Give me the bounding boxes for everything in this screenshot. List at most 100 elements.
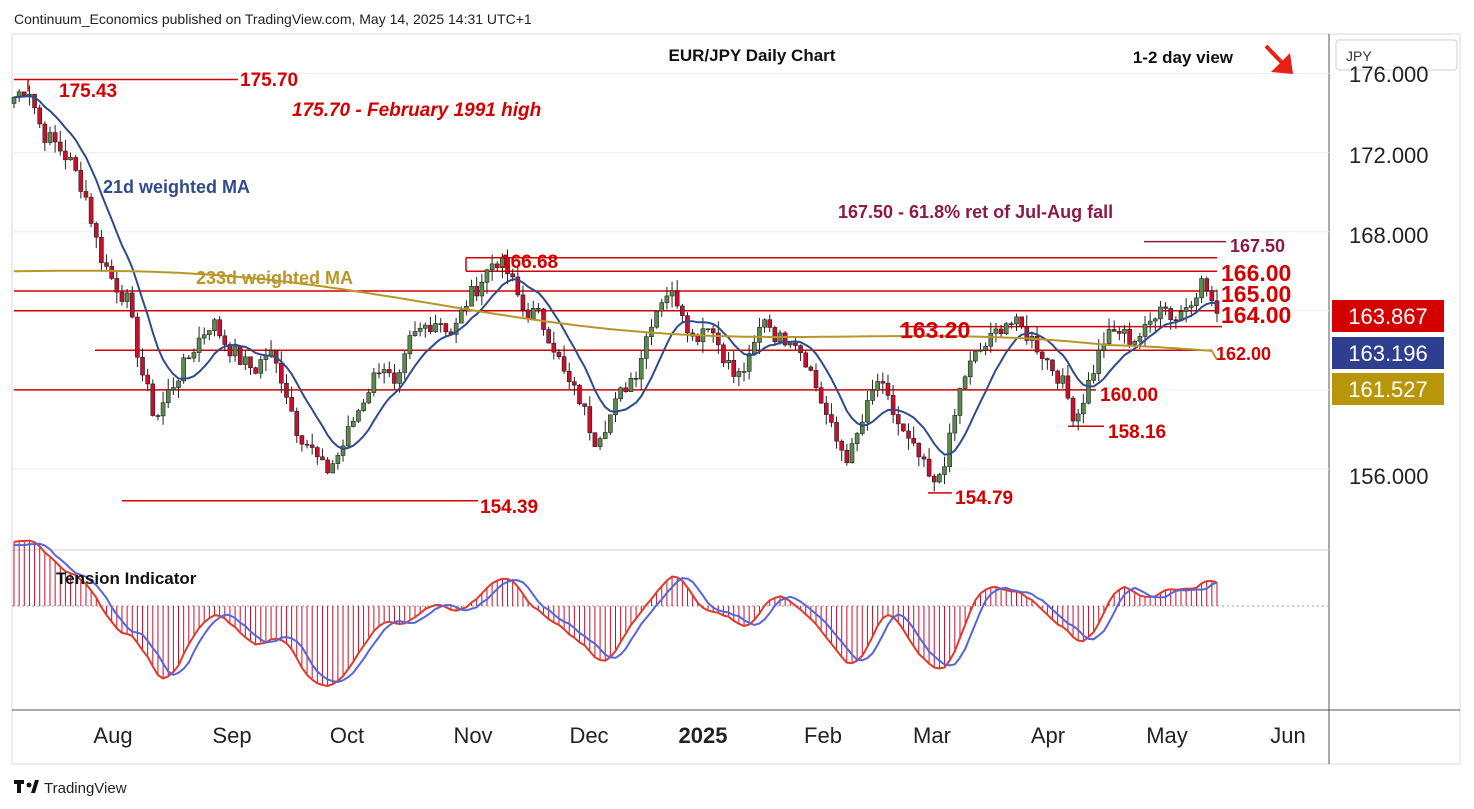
candle-body [859,421,865,434]
candle-body [993,328,999,334]
candle-body [212,319,217,332]
candle-body [47,132,53,143]
candle-body [1117,331,1122,334]
x-tick-aug: Aug [93,723,132,748]
candle-body [294,410,300,436]
y-tick-156: 156.000 [1349,464,1429,489]
tension-indicator-pane [12,539,1329,688]
candle-body [829,414,834,423]
level-lines [14,78,1226,502]
candle-body [340,445,346,456]
candle-body [217,319,222,337]
candle-body [633,377,639,380]
candle-body [680,305,685,316]
candle-body [150,383,156,416]
candle-body [1142,324,1148,337]
candle-body [304,443,310,446]
candle-body [119,291,125,302]
candle-body [895,414,901,425]
candle-body [772,327,778,343]
candle-body [78,170,84,192]
candle-body [942,466,947,475]
candle-body [875,381,880,391]
candle-body [1153,318,1158,322]
candle-body [1039,351,1045,359]
candle-body [546,329,551,344]
candle-body [782,332,788,346]
candle-body [42,123,48,143]
candle-body [433,323,438,333]
candle-body [592,432,598,447]
candle-body [870,389,875,401]
note-fib-ret: 167.50 - 61.8% ret of Jul-Aug fall [838,202,1113,222]
candle-body [798,345,803,354]
x-tick-sep: Sep [212,723,251,748]
candle-body [196,337,202,353]
candle-body [582,403,587,407]
candle-body [823,402,829,415]
candle-body [854,433,860,444]
candle-body [386,369,392,374]
candle-body [1045,358,1050,361]
label-160-00: 160.00 [1100,385,1158,406]
candle-body [757,326,762,343]
candle-body [541,308,546,330]
candle-body [222,335,228,345]
candle-body [320,456,325,461]
candle-body [104,262,109,267]
candle-body [505,257,510,275]
candle-body [510,273,515,278]
indicator-line-blue [14,542,1218,684]
label-167-50: 167.50 [1230,236,1285,256]
candle-body [551,342,557,353]
candle-body [351,420,356,427]
candle-body [983,345,988,351]
tension-indicator-label: Tension Indicator [56,569,197,588]
label-154-79: 154.79 [955,488,1013,509]
currency-selector[interactable] [1335,39,1458,71]
candle-body [1055,370,1060,384]
candle-body [83,191,89,198]
candle-body [644,336,649,359]
candle-body [145,374,150,385]
label-166-68: 166.68 [500,252,558,273]
candle-body [63,150,68,161]
ma21-badge [1332,337,1444,369]
candle-body [587,406,593,433]
chart-title: EUR/JPY Daily Chart [669,46,836,65]
candle-body [716,332,721,346]
candle-body [685,315,690,334]
candle-body [726,360,731,364]
candle-body [330,463,336,474]
candle-body [746,353,752,372]
label-163-20: 163.20 [900,317,970,343]
candle-body [736,371,742,377]
candle-body [114,278,120,293]
candle-body [160,402,166,417]
candle-body [99,236,104,264]
candle-body [1014,316,1019,325]
candle-body [1132,341,1138,345]
candle-body [1060,375,1066,384]
candle-body [1111,329,1117,332]
candle-body [1173,319,1179,322]
candle-body [428,324,433,333]
candle-body [1199,278,1204,299]
candle-body [88,196,94,224]
candle-body [1034,335,1040,353]
candle-body [1209,290,1215,302]
x-tick-oct: Oct [330,723,364,748]
candle-body [412,331,418,336]
candle-body [1081,402,1086,415]
candle-body [803,352,809,368]
label-158-16: 158.16 [1108,422,1166,443]
candle-body [1188,305,1194,308]
candle-body [52,132,58,143]
candle-body [566,370,572,382]
candle-body [952,415,958,434]
candle-body [315,447,320,458]
ma21-label: 21d weighted MA [103,177,250,197]
candle-body [392,372,397,384]
candle-body [263,355,269,360]
